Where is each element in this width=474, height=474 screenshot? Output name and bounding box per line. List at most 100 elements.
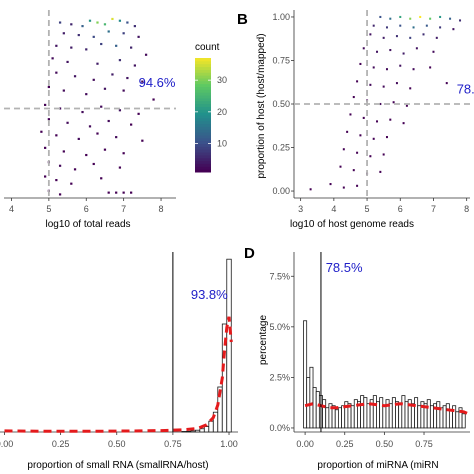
heatmap-cell — [382, 36, 385, 39]
panel-b-xlabel: log10 of host genome reads — [290, 219, 414, 230]
colorbar-segment — [195, 77, 211, 82]
colorbar-segment — [195, 160, 211, 164]
histogram-bar — [442, 405, 447, 429]
heatmap-cell — [432, 50, 435, 53]
histogram-bar — [379, 397, 384, 429]
heatmap-cell — [409, 17, 412, 20]
colorbar-segment — [195, 115, 211, 119]
colorbar-segment — [195, 60, 211, 65]
colorbar-segment — [195, 66, 211, 70]
heatmap-cell — [85, 48, 88, 51]
heatmap-cell — [399, 24, 402, 27]
heatmap-cell — [429, 66, 432, 69]
x-tick-label: 6 — [84, 204, 89, 214]
histogram-bar — [203, 426, 210, 433]
histogram-bar — [306, 376, 311, 429]
panel-c-xlabel: proportion of small RNA (smallRNA/host) — [27, 460, 208, 471]
colorbar-segment — [195, 63, 211, 68]
heatmap-cell — [429, 17, 432, 20]
panel-d-plot: 0.00 0.25 0.50 0.75 0.0% 2.5% 5.0% 7.5% 78.5% — [269, 252, 470, 449]
panel-a: 4 5 6 7 8 94.6% log10 of total reads — [4, 10, 176, 230]
heatmap-cell — [379, 15, 382, 19]
heatmap-cell — [329, 183, 332, 186]
colorbar-segment — [195, 134, 211, 139]
y-tick-label: 7.5% — [269, 271, 290, 281]
histogram-bar — [455, 411, 460, 429]
heatmap-cell — [55, 71, 58, 74]
x-tick-label: 0.25 — [52, 439, 70, 449]
heatmap-cell — [359, 134, 362, 137]
heatmap-cell — [339, 165, 342, 168]
x-tick-label: 3 — [298, 204, 303, 214]
histogram-bar — [372, 395, 377, 429]
histogram-bar — [226, 258, 232, 433]
x-tick-label: 0.25 — [336, 439, 354, 449]
histogram-bar — [322, 399, 327, 429]
heatmap-cell — [419, 15, 422, 19]
heatmap-cell — [389, 17, 392, 20]
heatmap-cell — [47, 118, 50, 121]
x-tick-label: 8 — [464, 204, 469, 214]
panel-d: D 0.00 0.25 0.50 0.750.0%2.5%5.0%7.5%78.5% … — [244, 245, 470, 471]
heatmap-cell — [70, 23, 73, 26]
heatmap-cell — [44, 103, 47, 106]
heatmap-cell — [359, 62, 362, 66]
colorbar-segment — [195, 152, 211, 156]
colorbar-segment — [195, 92, 211, 96]
colorbar-tick-label: 30 — [217, 75, 227, 85]
histogram-bar — [388, 403, 393, 429]
colorbar-segment — [195, 140, 211, 144]
heatmap-cell — [122, 89, 125, 92]
heatmap-cell — [107, 119, 110, 123]
colorbar-segment — [195, 72, 211, 76]
colorbar-segment — [195, 89, 211, 93]
histogram-bar — [366, 403, 371, 429]
colorbar-segment — [195, 97, 211, 102]
heatmap-cell — [70, 182, 73, 185]
heatmap-cell — [342, 148, 345, 151]
heatmap-cell — [409, 36, 412, 39]
heatmap-cell — [122, 32, 125, 35]
heatmap-cell — [352, 95, 355, 99]
heatmap-cell — [115, 136, 118, 139]
heatmap-cell — [85, 153, 88, 157]
histogram-bar — [436, 401, 441, 429]
histogram-bar — [363, 397, 368, 429]
heatmap-cell — [399, 64, 402, 67]
x-tick-label: 0.75 — [164, 439, 182, 449]
panel-d-xlabel: proportion of miRNA (miRN — [317, 460, 438, 471]
colorbar-segment — [195, 166, 211, 170]
histogram-bar — [360, 395, 365, 429]
heatmap-cell — [51, 57, 54, 60]
heatmap-cell — [415, 47, 418, 50]
histogram-bar — [325, 407, 330, 429]
colorbar-segment — [195, 157, 211, 162]
colorbar-segment — [195, 146, 211, 150]
heatmap-cell — [62, 150, 65, 153]
heatmap-cell — [92, 78, 95, 81]
heatmap-cell — [81, 25, 84, 28]
colorbar-segment — [195, 95, 211, 99]
histogram-bar — [391, 397, 396, 429]
heatmap-cell — [58, 107, 62, 110]
histogram-bar — [337, 407, 342, 429]
heatmap-cell — [435, 36, 438, 39]
heatmap-cell — [405, 104, 408, 107]
panel-a-plot: 4 5 6 7 8 94.6% — [4, 10, 176, 214]
colorbar-segment — [195, 149, 211, 153]
heatmap-cell — [40, 130, 43, 133]
heatmap-cell — [100, 105, 103, 108]
heatmap-cell — [73, 75, 77, 78]
count-legend-colorbar: 30 20 10 — [195, 58, 227, 173]
heatmap-cell — [389, 48, 392, 52]
colorbar-tick-label: 20 — [217, 107, 227, 117]
histogram-bar — [429, 405, 434, 429]
heatmap-cell — [96, 132, 99, 135]
x-tick-label: 6 — [398, 204, 403, 214]
heatmap-cell — [376, 50, 379, 53]
heatmap-cell — [130, 191, 133, 194]
percent-annotation: 78.6% — [457, 82, 474, 97]
heatmap-cell — [392, 101, 395, 104]
heatmap-cell — [422, 33, 425, 36]
